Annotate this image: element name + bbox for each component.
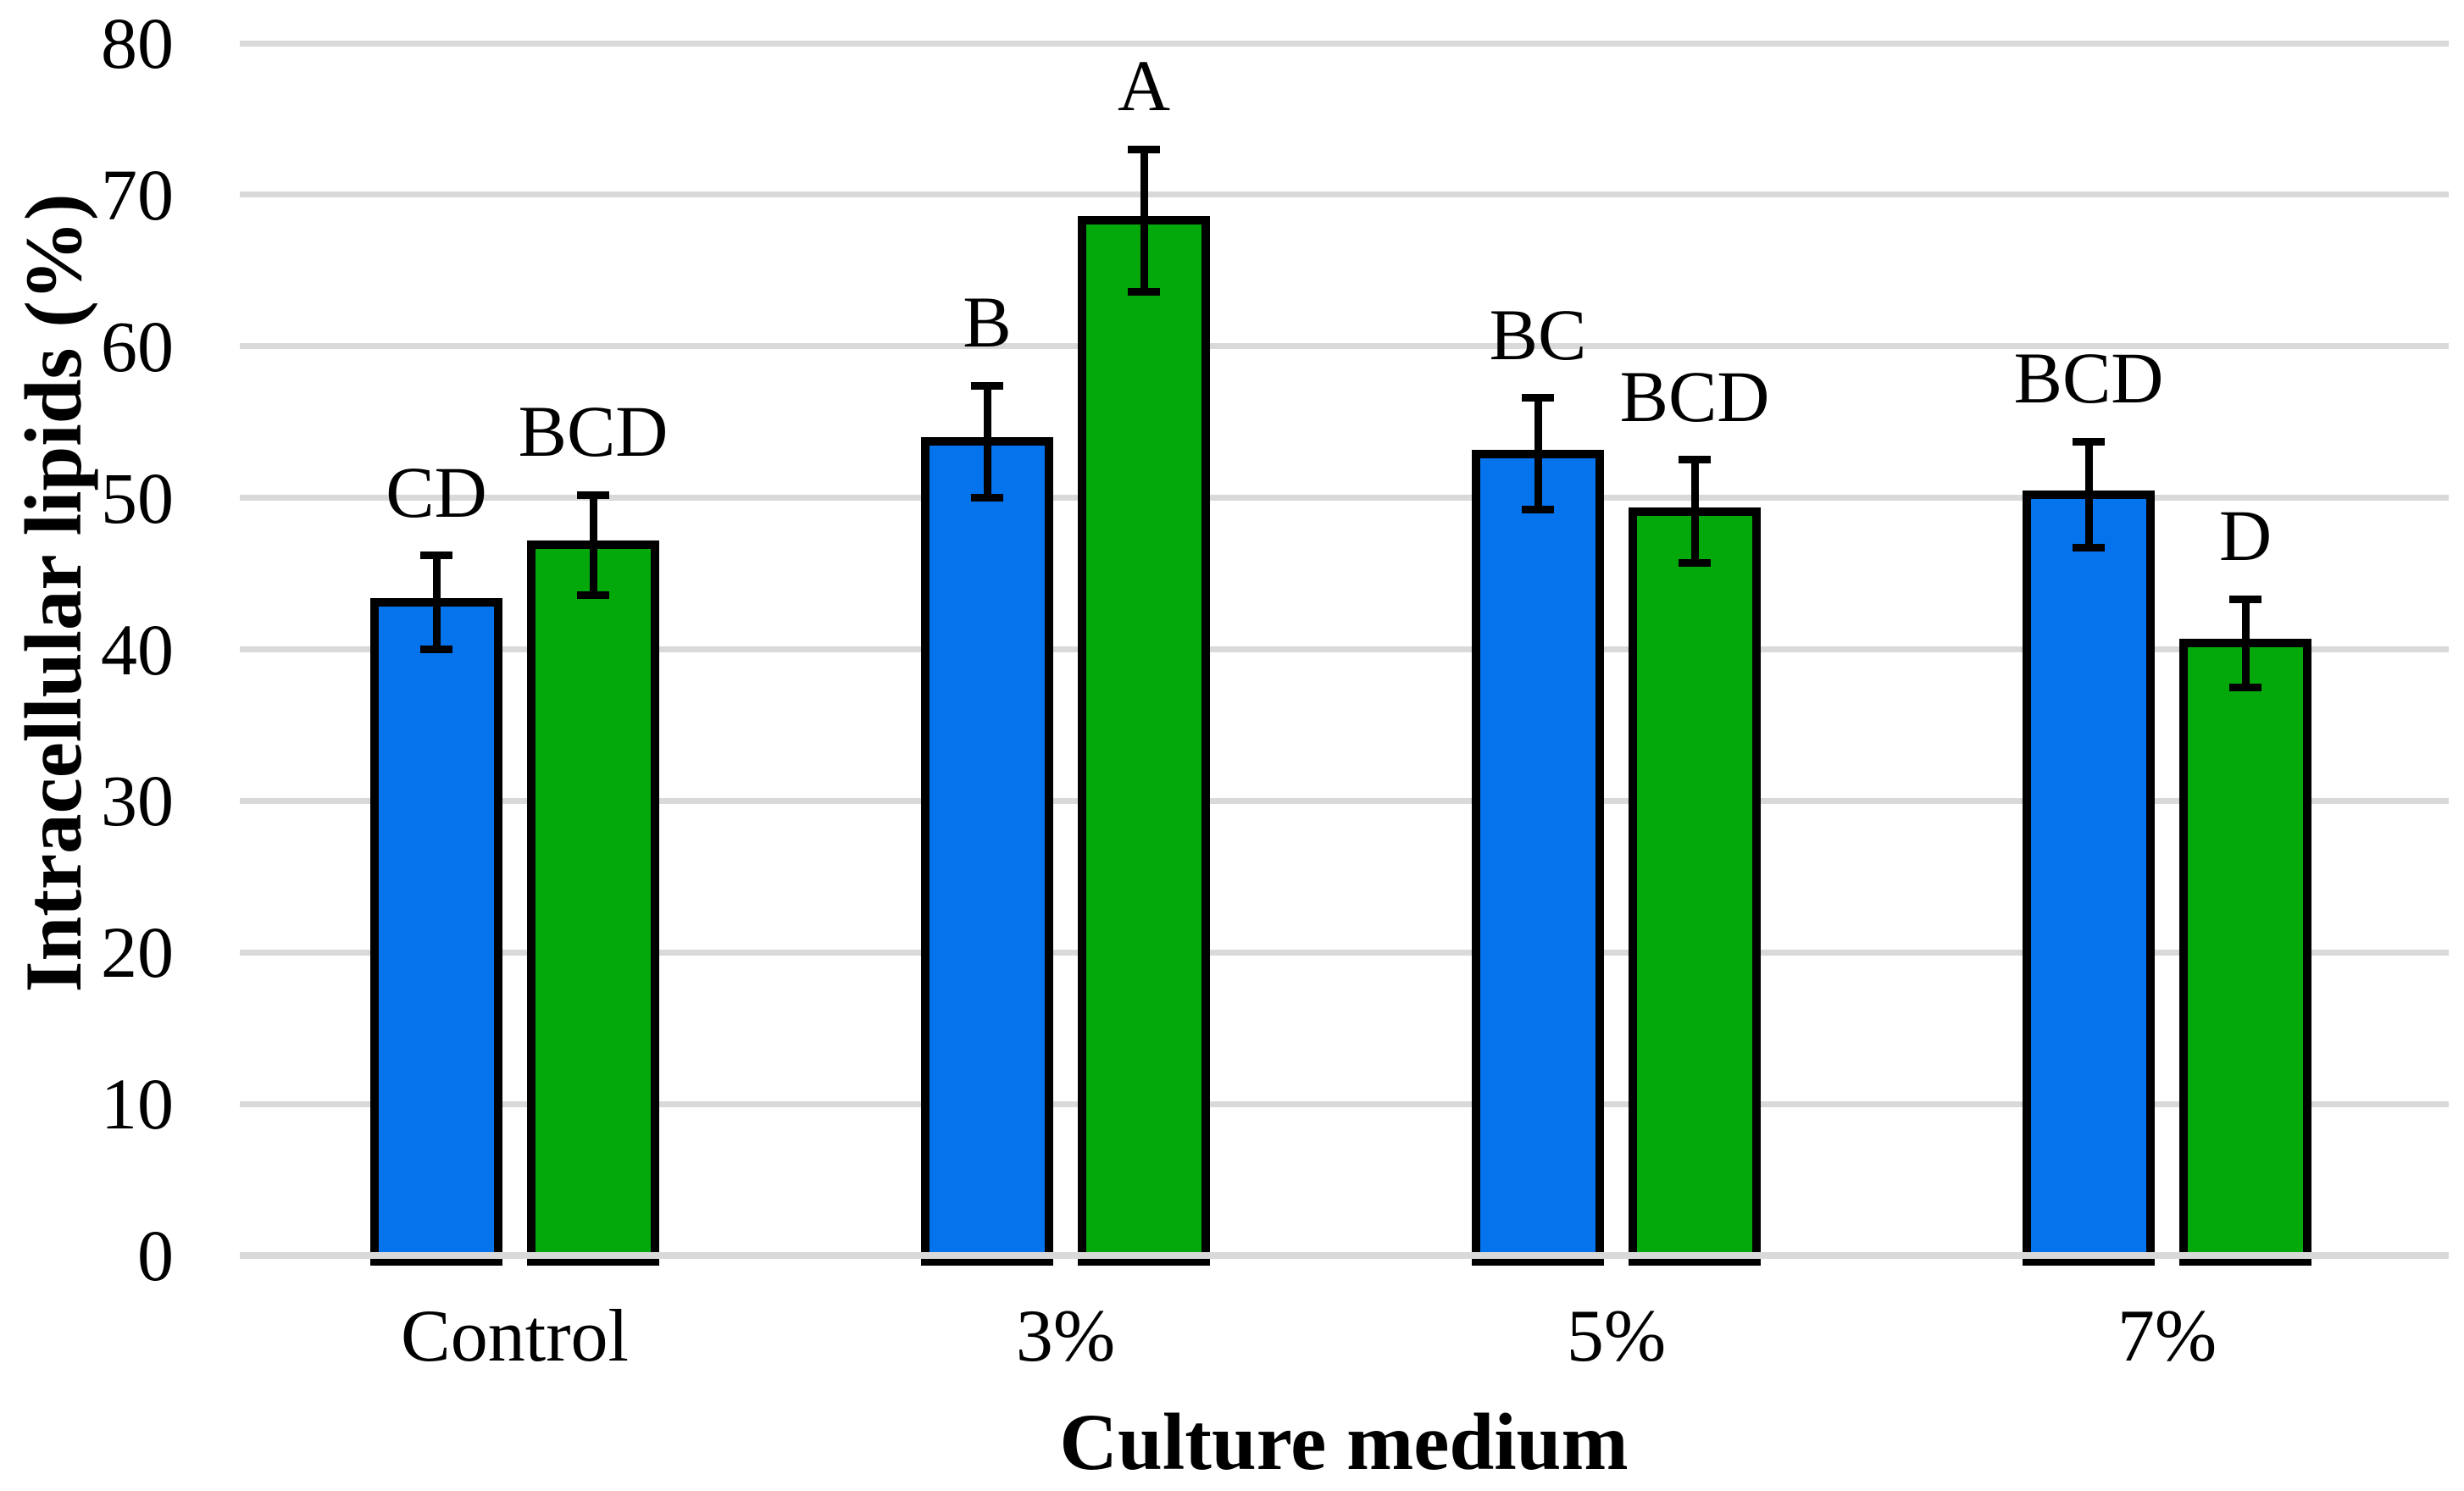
error-bar-line <box>1534 397 1542 510</box>
gridline <box>240 343 2449 350</box>
significance-letter: BCD <box>1619 355 1770 437</box>
error-bar-cap-top <box>1679 456 1711 464</box>
error-bar-line <box>2241 599 2250 688</box>
error-bar-cap-bottom <box>1522 506 1554 514</box>
gridline <box>240 646 2449 652</box>
error-bar-line <box>589 495 597 596</box>
gridline <box>240 797 2449 804</box>
x-axis-title: Culture medium <box>1059 1397 1629 1487</box>
blue-series-bar <box>2023 491 2155 1259</box>
bar-bottom-border <box>921 1259 1053 1266</box>
error-bar-line <box>1690 459 1699 563</box>
green-series-bar <box>2179 639 2311 1259</box>
x-axis-line <box>240 1252 2449 1259</box>
error-bar-cap-bottom <box>1128 287 1160 296</box>
error-bar-line <box>1140 149 1148 292</box>
category-label: 5% <box>1566 1295 1667 1377</box>
bar-bottom-border <box>2023 1259 2155 1266</box>
error-bar-cap-top <box>971 381 1003 390</box>
y-axis-tick-label: 10 <box>101 1063 174 1145</box>
significance-letter: A <box>1117 45 1171 127</box>
error-bar-cap-top <box>1522 394 1554 402</box>
error-bar-cap-top <box>1128 145 1160 153</box>
significance-letter: BCD <box>518 391 669 473</box>
green-series-bar <box>527 540 659 1259</box>
error-bar-line <box>432 555 441 650</box>
y-axis-tick-label: 60 <box>101 305 174 387</box>
gridline <box>240 949 2449 956</box>
gridline <box>240 1100 2449 1107</box>
y-axis-tick-label: 70 <box>101 153 174 236</box>
blue-series-bar <box>921 437 1053 1259</box>
significance-letter: D <box>2218 495 2273 577</box>
error-bar-cap-bottom <box>2229 683 2261 691</box>
significance-letter: BC <box>1489 293 1587 375</box>
bar-bottom-border <box>1078 1259 1210 1266</box>
y-axis-title: Intracellular lipids (%) <box>8 193 98 993</box>
green-series-bar <box>1629 507 1761 1259</box>
blue-series-bar <box>1472 449 1604 1259</box>
y-axis-tick-label: 40 <box>101 608 174 690</box>
error-bar-cap-top <box>2073 437 2105 446</box>
green-series-bar <box>1078 216 1210 1259</box>
category-label: 7% <box>2117 1295 2217 1377</box>
y-axis-tick-label: 20 <box>101 912 174 994</box>
gridline <box>240 40 2449 47</box>
bar-bottom-border <box>370 1259 502 1266</box>
error-bar-cap-bottom <box>420 646 452 653</box>
y-axis-tick-label: 30 <box>101 760 174 842</box>
bar-bottom-border <box>1472 1259 1604 1266</box>
bar-bottom-border <box>1629 1259 1761 1266</box>
significance-letter: CD <box>386 451 487 533</box>
blue-series-bar <box>370 598 502 1259</box>
error-bar-cap-bottom <box>971 494 1003 502</box>
error-bar-cap-bottom <box>2073 544 2105 552</box>
gridline <box>240 191 2449 198</box>
y-axis-tick-label: 50 <box>101 457 174 539</box>
error-bar-cap-top <box>577 491 609 499</box>
category-label: 3% <box>1015 1295 1116 1377</box>
bar-bottom-border <box>527 1259 659 1266</box>
category-label: Control <box>401 1295 629 1377</box>
error-bar-cap-bottom <box>577 590 609 599</box>
error-bar-cap-bottom <box>1679 559 1711 568</box>
y-axis-tick-label: 0 <box>137 1215 174 1296</box>
error-bar-cap-top <box>2229 595 2261 603</box>
gridline <box>240 495 2449 502</box>
significance-letter: BCD <box>2013 337 2164 419</box>
error-bar-line <box>2084 441 2093 548</box>
significance-letter: B <box>963 281 1012 363</box>
y-axis-tick-label: 80 <box>101 3 174 84</box>
bar-bottom-border <box>2179 1259 2311 1266</box>
error-bar-cap-top <box>420 552 452 560</box>
error-bar-line <box>983 385 991 498</box>
